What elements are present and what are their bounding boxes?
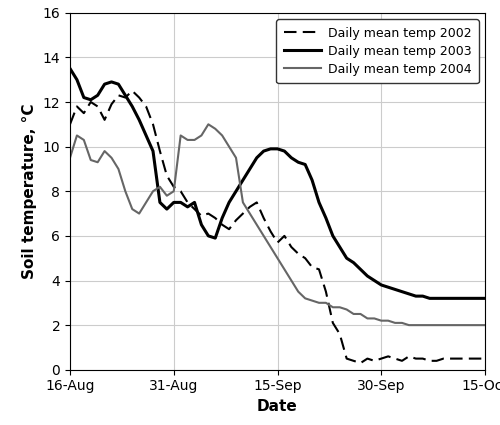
Daily mean temp 2002: [129, 88, 135, 94]
X-axis label: Date: Date: [257, 399, 298, 414]
Daily mean temp 2004: [164, 193, 170, 198]
Daily mean temp 2002: [171, 184, 177, 190]
Daily mean temp 2004: [219, 133, 225, 138]
Daily mean temp 2003: [434, 296, 440, 301]
Daily mean temp 2002: [440, 356, 446, 361]
Daily mean temp 2003: [212, 235, 218, 241]
Daily mean temp 2004: [482, 323, 488, 328]
Line: Daily mean temp 2003: Daily mean temp 2003: [70, 68, 485, 298]
Daily mean temp 2004: [295, 289, 301, 294]
Daily mean temp 2003: [288, 155, 294, 160]
Daily mean temp 2004: [406, 323, 412, 328]
Daily mean temp 2004: [440, 323, 446, 328]
Daily mean temp 2002: [219, 222, 225, 227]
Daily mean temp 2004: [150, 189, 156, 194]
Daily mean temp 2004: [67, 155, 73, 160]
Daily mean temp 2002: [323, 289, 329, 294]
Daily mean temp 2004: [323, 300, 329, 305]
Daily mean temp 2002: [157, 149, 163, 154]
Daily mean temp 2003: [316, 200, 322, 205]
Daily mean temp 2003: [67, 66, 73, 71]
Daily mean temp 2004: [206, 122, 212, 127]
Y-axis label: Soil temperature, °C: Soil temperature, °C: [22, 104, 37, 279]
Line: Daily mean temp 2004: Daily mean temp 2004: [70, 125, 485, 325]
Daily mean temp 2003: [164, 207, 170, 212]
Legend: Daily mean temp 2002, Daily mean temp 2003, Daily mean temp 2004: Daily mean temp 2002, Daily mean temp 20…: [276, 19, 479, 83]
Daily mean temp 2003: [150, 149, 156, 154]
Daily mean temp 2003: [426, 296, 432, 301]
Daily mean temp 2002: [358, 360, 364, 366]
Line: Daily mean temp 2002: Daily mean temp 2002: [70, 91, 485, 363]
Daily mean temp 2002: [295, 251, 301, 256]
Daily mean temp 2002: [482, 356, 488, 361]
Daily mean temp 2002: [67, 122, 73, 127]
Daily mean temp 2003: [482, 296, 488, 301]
